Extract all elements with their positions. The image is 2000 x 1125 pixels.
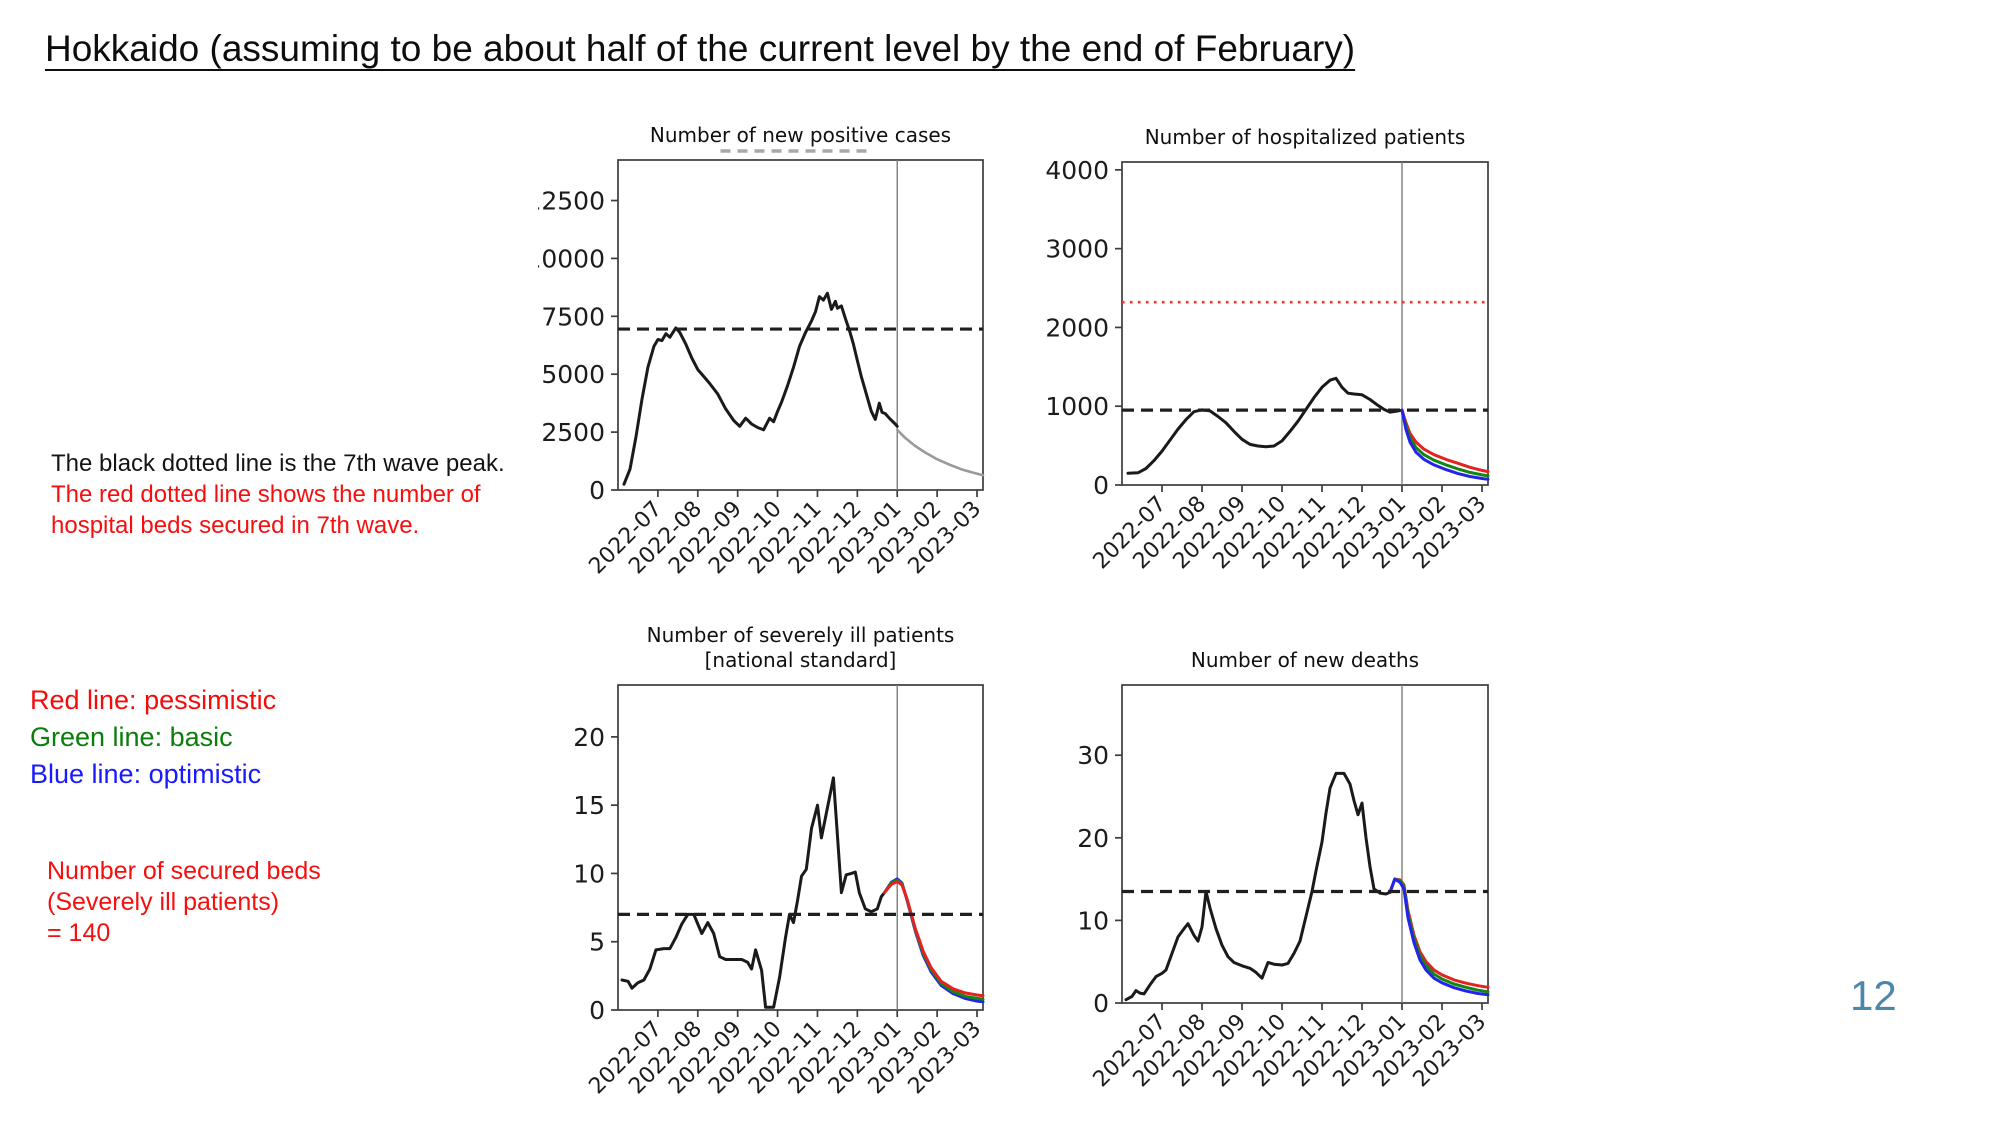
svg-text:2000: 2000 [1045,313,1109,342]
chart-new-deaths: Number of new deaths01020302022-072022-0… [1077,648,1491,1092]
svg-text:0: 0 [1093,989,1109,1018]
chart-severely-ill-patients: Number of severely ill patients[national… [573,623,986,1099]
wave-peak-note: The black dotted line is the 7th wave pe… [51,448,505,541]
svg-text:30: 30 [1077,741,1109,770]
wave-peak-note-line2: The red dotted line shows the number of [51,481,481,508]
scenario-legend: Red line: pessimistic Green line: basic … [30,682,276,793]
secured-beds-note-line3: = 140 [47,919,111,947]
chart-hospitalized-patients: Number of hospitalized patients 0 1000 2000… [1045,125,1491,574]
svg-text:Number of new deaths: Number of new deaths [1191,648,1419,672]
legend-pessimistic: Red line: pessimistic [30,685,277,715]
svg-text:7500: 7500 [541,302,605,331]
svg-text:2500: 2500 [541,418,605,447]
secured-beds-note: Number of secured beds (Severely ill pat… [47,856,321,949]
svg-text:Number of hospitalized patient: Number of hospitalized patients [1145,125,1466,149]
page-title: Hokkaido (assuming to be about half of t… [45,28,1356,69]
svg-text:4000: 4000 [1045,156,1109,185]
svg-text:20: 20 [1077,824,1109,853]
svg-text:10000: 10000 [538,244,605,273]
chart-new-positive-cases: Number of new positive cases 0 2500 5000 750… [538,123,986,579]
secured-beds-note-line2: (Severely ill patients) [47,888,280,916]
svg-text:[national standard]: [national standard] [705,648,897,672]
page-number: 12 [1850,972,1897,1019]
svg-text:10: 10 [1077,906,1109,935]
svg-text:15: 15 [573,791,605,820]
svg-text:1000: 1000 [1045,392,1109,421]
svg-text:Number of severely ill patient: Number of severely ill patients [647,623,955,647]
secured-beds-note-line1: Number of secured beds [47,857,321,885]
wave-peak-note-line1: The black dotted line is the 7th wave pe… [51,450,505,477]
legend-basic: Green line: basic [30,722,233,752]
svg-text:20: 20 [573,723,605,752]
svg-text:12500: 12500 [538,187,605,216]
svg-text:0: 0 [589,476,605,505]
svg-text:5000: 5000 [541,360,605,389]
wave-peak-note-line3: hospital beds secured in 7th wave. [51,512,420,539]
svg-text:Number of new positive cases: Number of new positive cases [650,123,951,147]
svg-text:3000: 3000 [1045,235,1109,264]
svg-text:0: 0 [1093,471,1109,500]
svg-text:10: 10 [573,859,605,888]
svg-text:0: 0 [589,996,605,1025]
legend-optimistic: Blue line: optimistic [30,759,262,789]
svg-text:5: 5 [589,928,605,957]
